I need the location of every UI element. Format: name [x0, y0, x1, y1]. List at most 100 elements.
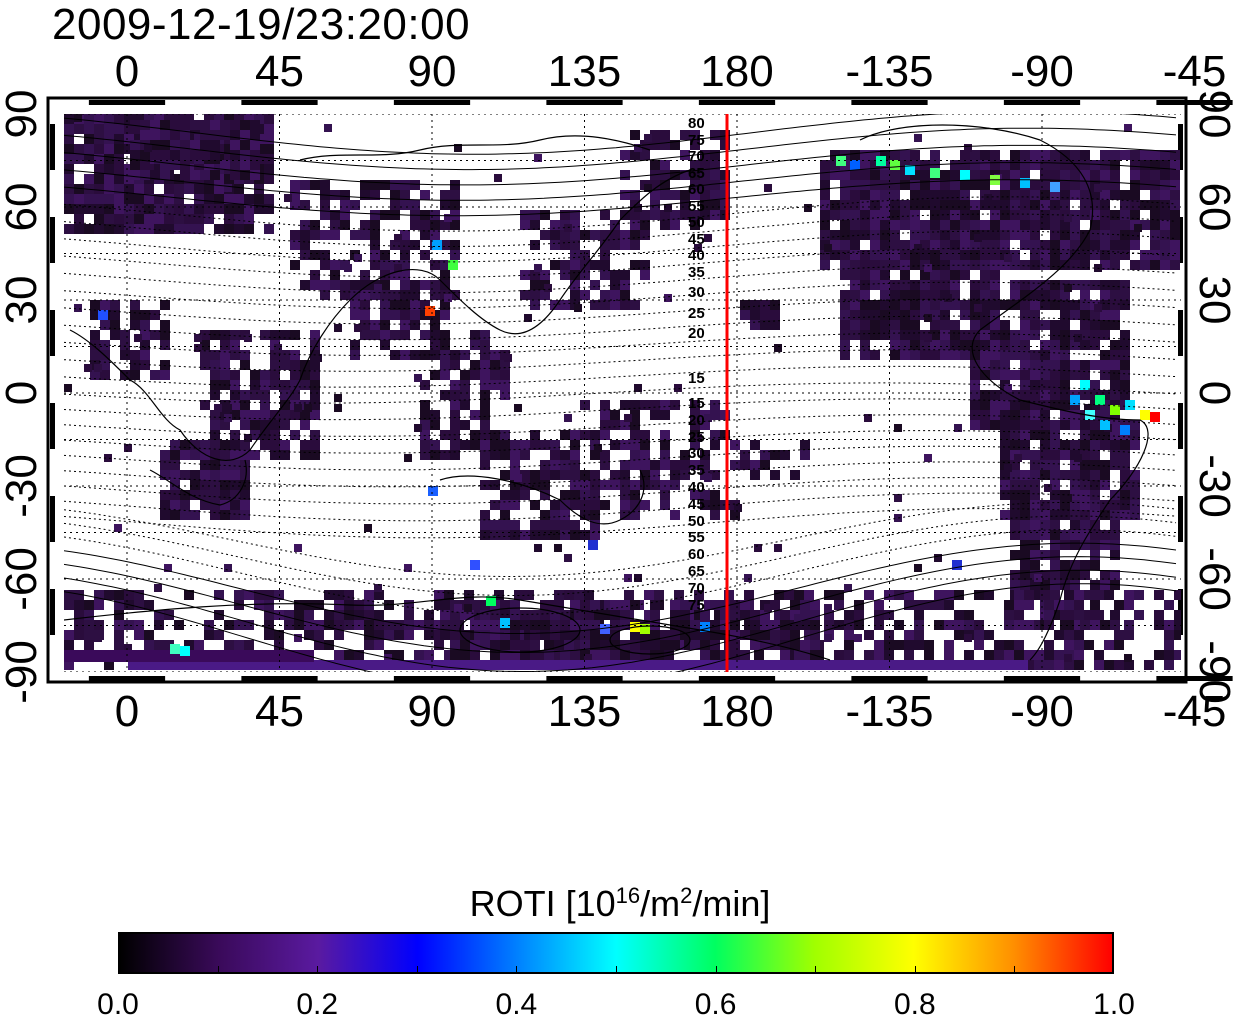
roti-cell: [274, 630, 284, 640]
roti-cell: [1120, 440, 1130, 450]
roti-cell: [1030, 460, 1040, 470]
roti-cell: [950, 240, 960, 250]
roti-cell: [710, 150, 720, 160]
roti-cell: [144, 114, 154, 124]
roti-cell: [820, 200, 830, 210]
roti-cell: [1150, 170, 1160, 180]
roti-cell: [570, 450, 580, 460]
roti-cell: [930, 250, 940, 260]
roti-cell: [1004, 620, 1014, 630]
roti-cell: [1030, 560, 1040, 570]
roti-cell: [860, 330, 870, 340]
roti-cell: [940, 250, 950, 260]
roti-cell: [470, 650, 480, 660]
roti-cell: [500, 500, 510, 510]
roti-cell: [930, 180, 940, 190]
roti-cell: [1110, 360, 1120, 370]
roti-cell: [360, 190, 370, 200]
roti-cell: [830, 160, 840, 170]
roti-cell: [1060, 170, 1070, 180]
roti-cell: [1020, 200, 1030, 210]
roti-cell: [1100, 190, 1110, 200]
roti-cell: [970, 380, 980, 390]
roti-cell: [450, 190, 460, 200]
roti-cell: [474, 610, 484, 620]
roti-cell: [134, 194, 144, 204]
roti-cell: [1074, 600, 1084, 610]
roti-cell: [1030, 370, 1040, 380]
roti-cell: [1030, 480, 1040, 490]
roti-cell: [1050, 440, 1060, 450]
roti-cell: [310, 370, 320, 380]
roti-cell: [304, 404, 312, 412]
roti-cell: [1030, 500, 1040, 510]
roti-cell: [1074, 590, 1084, 600]
roti-cell: [914, 630, 924, 640]
roti-cell: [1090, 510, 1100, 520]
roti-cell: [470, 360, 480, 370]
roti-cell: [904, 630, 914, 640]
roti-cell: [710, 630, 720, 640]
roti-cell: [890, 340, 900, 350]
roti-cell: [120, 330, 130, 340]
roti-cell: [1114, 630, 1124, 640]
roti-cell: [1030, 590, 1040, 600]
roti-cell: [1154, 650, 1164, 660]
roti-cell: [1090, 620, 1100, 630]
roti-cell: [1030, 510, 1040, 520]
roti-cell: [1100, 320, 1110, 330]
roti-cell: [400, 180, 410, 190]
roti-cell: [630, 130, 640, 140]
roti-cell: [454, 144, 462, 152]
roti-cell: [274, 640, 284, 650]
frame-scale-segment: [851, 100, 928, 105]
roti-cell: [940, 170, 950, 180]
roti-cell: [914, 244, 922, 252]
contour-label: 20: [688, 325, 705, 342]
roti-cell: [820, 170, 830, 180]
roti-cell: [1040, 170, 1050, 180]
roti-cell: [360, 290, 370, 300]
frame-scale-segment: [1003, 676, 1081, 681]
roti-cell: [220, 360, 230, 370]
roti-cell: [1090, 320, 1100, 330]
roti-cell: [1090, 550, 1100, 560]
roti-cell: [610, 240, 620, 250]
roti-cell: [334, 610, 344, 620]
roti-cell: [990, 160, 1000, 170]
roti-cell: [170, 460, 180, 470]
roti-cell: [440, 310, 450, 320]
roti-cell: [74, 154, 84, 164]
roti-cell: [940, 320, 950, 330]
roti-cell: [1080, 530, 1090, 540]
roti-cell: [510, 530, 520, 540]
roti-cell: [1100, 210, 1110, 220]
roti-cell: [610, 630, 620, 640]
roti-cell: [500, 630, 510, 640]
roti-cell: [1070, 340, 1080, 350]
roti-cell: [194, 640, 204, 650]
roti-cell: [520, 620, 530, 630]
roti-cell: [214, 114, 224, 124]
roti-cell: [1030, 430, 1040, 440]
roti-cell: [394, 620, 404, 630]
roti-cell: [1174, 630, 1181, 640]
roti-cell: [1000, 440, 1010, 450]
roti-cell: [370, 330, 380, 340]
roti-cell: [764, 184, 772, 192]
roti-cell: [160, 130, 170, 140]
roti-cell: [524, 314, 532, 322]
roti-cell: [104, 174, 114, 184]
roti-cell: [380, 300, 390, 310]
roti-cell: [464, 610, 474, 620]
roti-cell: [890, 240, 900, 250]
roti-cell: [890, 210, 900, 220]
roti-cell: [910, 340, 920, 350]
roti-cell: [940, 210, 950, 220]
roti-cell: [134, 114, 144, 124]
roti-cell: [714, 610, 724, 620]
roti-cell: [74, 114, 82, 122]
roti-cell: [530, 500, 540, 510]
roti-cell: [290, 240, 300, 250]
roti-cell: [294, 404, 302, 412]
